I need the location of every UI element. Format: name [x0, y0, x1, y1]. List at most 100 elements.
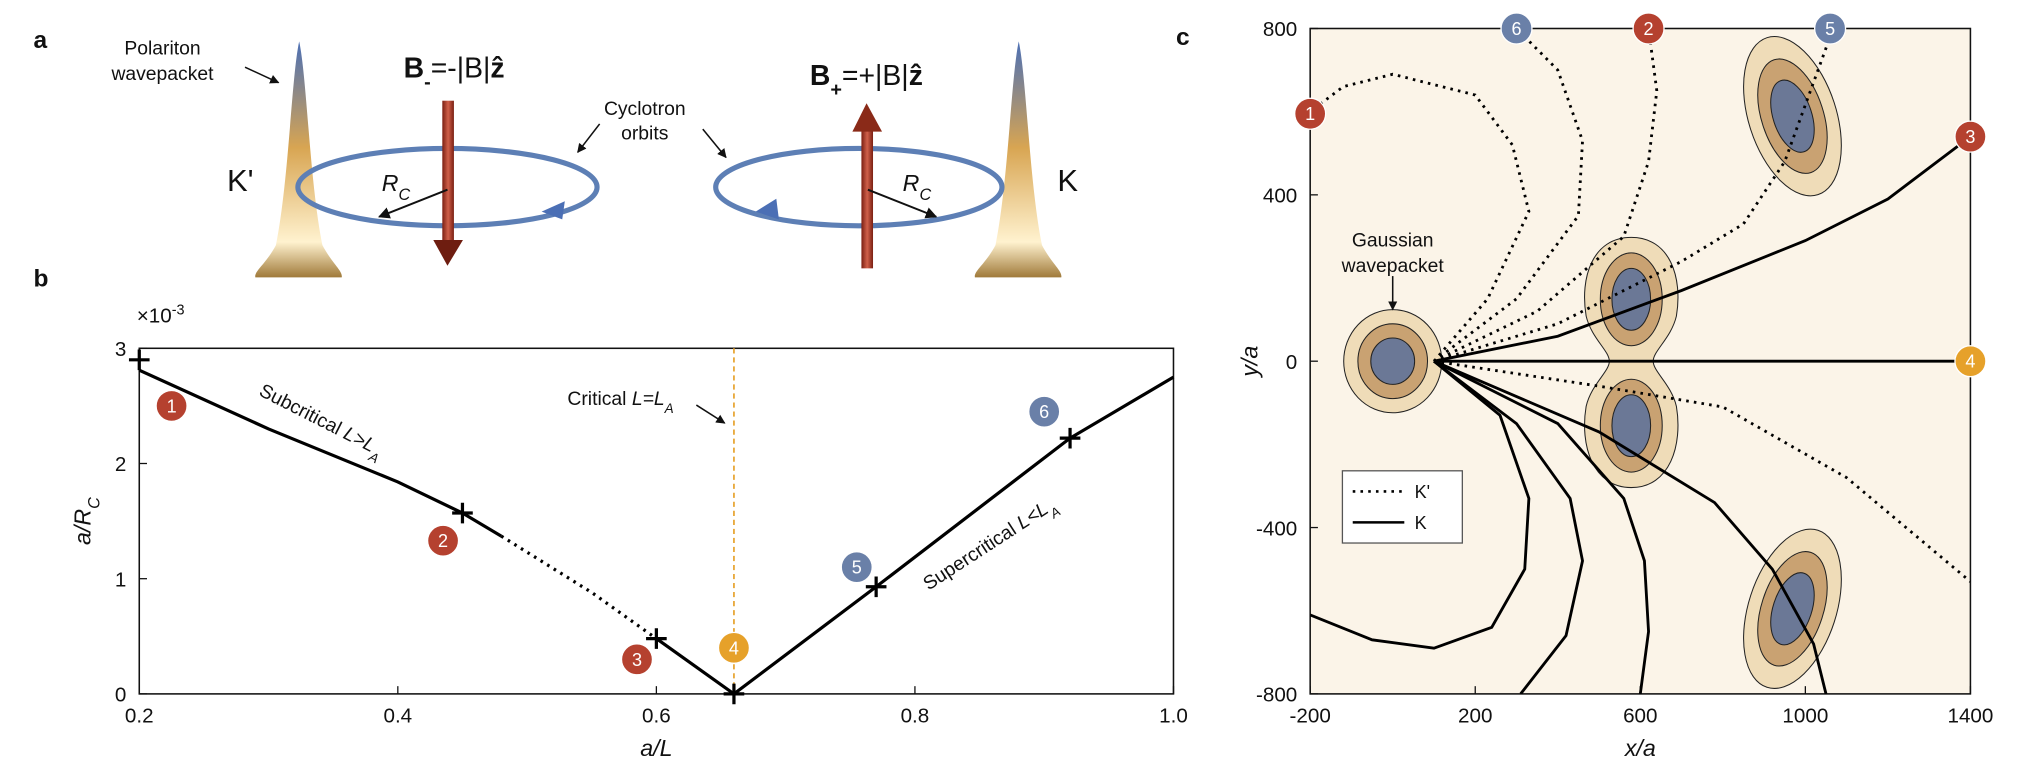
badge [1294, 97, 1327, 130]
wavepacket-cone [255, 41, 342, 278]
y-tick-label: 1 [115, 568, 126, 591]
badge-label: 1 [1305, 104, 1315, 124]
badge-label: 1 [167, 396, 177, 416]
plus-marker [865, 576, 887, 598]
annotation: Supercritical L<LA [919, 493, 1063, 600]
trajectory [1433, 28, 1584, 363]
badge [620, 643, 654, 676]
x-tick-label: 1.0 [1159, 704, 1188, 727]
annotation: wavepacket [1341, 255, 1445, 277]
trajectory [1433, 359, 1650, 694]
y-tick-label: -400 [1256, 517, 1297, 540]
text-part: -3 [172, 303, 185, 319]
panel-a: Polariton wavepacket Cyclotron orbits K'… [110, 37, 1078, 278]
field-arrow [433, 239, 463, 266]
text-part: C [398, 186, 410, 204]
x-axis-label: a/L [640, 735, 672, 761]
badge-label: 2 [1644, 19, 1654, 39]
plus-marker [723, 683, 745, 705]
badge-label: 3 [632, 650, 642, 670]
text-part: =+|B| [842, 60, 909, 92]
text-part: =-|B| [431, 52, 491, 84]
text-part: B [404, 52, 424, 84]
trajectory [1433, 36, 1832, 363]
curve [138, 368, 503, 538]
text-part: Subcritical [256, 380, 350, 443]
curve [500, 534, 658, 640]
orbit-arrow [755, 198, 779, 220]
y-axis-label: a/RC [69, 497, 103, 545]
badge-label: 5 [1825, 19, 1835, 39]
label-arrow [244, 66, 280, 84]
field-label: B-=-|B|ẑ [404, 52, 505, 93]
text-part: R [382, 170, 399, 196]
wavepacket [1770, 79, 1815, 153]
badge-label: 5 [852, 558, 862, 578]
wavepacket-label: wavepacket [110, 63, 214, 85]
text-part: Supercritical [919, 516, 1025, 595]
text-part: - [424, 71, 431, 93]
annotation: Critical L=LA [567, 388, 673, 415]
x-tick-label: 0.2 [125, 704, 154, 727]
trajectory [1433, 359, 1828, 694]
field-arrow [442, 100, 454, 243]
panel-label: b [34, 265, 49, 292]
wavepacket-cone [974, 41, 1062, 278]
trajectory [1433, 135, 1971, 363]
badge [426, 524, 460, 557]
badge-label: 3 [1965, 127, 1975, 147]
orbit [713, 145, 1005, 229]
label-arrow [695, 404, 726, 424]
badge [1500, 12, 1533, 45]
axis-multiplier: ×10-3 [137, 303, 185, 328]
text-part: L=L [632, 388, 665, 410]
plus-marker [646, 628, 667, 649]
x-tick-label: 1000 [1782, 704, 1828, 727]
plus-marker [1059, 427, 1081, 449]
x-tick-label: 600 [1623, 704, 1657, 727]
text-part: ẑ [490, 52, 504, 84]
trajectory [1433, 360, 1584, 694]
radius-label: RC [903, 170, 932, 204]
y-tick-label: 800 [1263, 18, 1297, 41]
label-arrow [702, 128, 727, 159]
text-part: R [903, 170, 920, 196]
y-axis-label: y/a [1236, 346, 1262, 379]
label-arrow [577, 123, 601, 154]
field-arrow [861, 129, 874, 269]
badge [155, 389, 188, 423]
text-part: + [830, 79, 842, 101]
x-axis-label: x/a [1624, 735, 1656, 761]
badge-label: 6 [1039, 402, 1049, 422]
x-tick-label: 0.4 [383, 704, 412, 727]
x-tick-label: -200 [1290, 704, 1331, 727]
badge [1632, 12, 1665, 45]
x-tick-label: 200 [1458, 704, 1492, 727]
text-part: A [1046, 503, 1063, 521]
x-tick-label: 0.6 [642, 704, 671, 727]
badge-label: 6 [1511, 19, 1521, 39]
badge-label: 4 [729, 638, 739, 658]
badge [1954, 120, 1987, 153]
badge [840, 551, 873, 584]
y-tick-label: 3 [115, 338, 126, 361]
text-part: C [919, 186, 931, 204]
y-tick-label: 0 [115, 684, 126, 707]
badge [717, 631, 751, 664]
valley-label: K [1057, 163, 1078, 198]
panel-label: a [34, 27, 48, 54]
text-part: C [85, 497, 103, 509]
radius-arrow [867, 188, 938, 219]
text-part: Critical [567, 388, 631, 410]
x-tick-label: 0.8 [901, 704, 930, 727]
wavepacket [1611, 394, 1652, 458]
orbits-label: orbits [621, 122, 668, 144]
trajectories [1310, 28, 1971, 694]
radius-arrow [378, 188, 448, 219]
legend-label: K' [1415, 482, 1430, 502]
trajectory [1433, 359, 1971, 583]
panel-label: c [1176, 24, 1190, 51]
badge-label: 4 [1965, 352, 1975, 372]
field-label: B+=+|B|ẑ [810, 60, 923, 101]
